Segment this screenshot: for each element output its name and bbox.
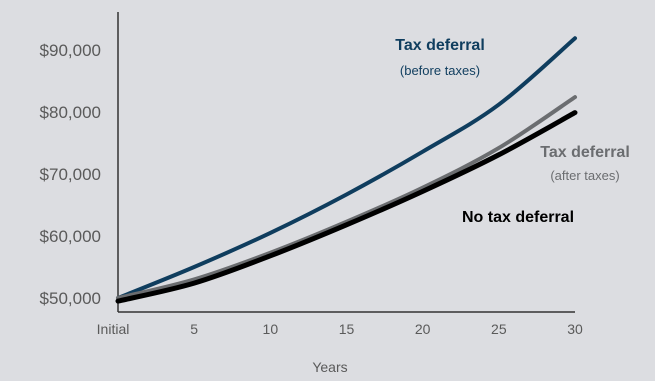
- tax-deferral-before-taxes-label-subtitle: (before taxes): [400, 63, 480, 78]
- x-tick-label: 20: [415, 321, 431, 337]
- x-axis-ticks: Initial 5 10 15 20 25 30: [97, 321, 583, 337]
- series-lines: [115, 36, 578, 304]
- y-axis-ticks: $50,000 $60,000 $70,000 $80,000 $90,000: [40, 41, 101, 308]
- tax-deferral-after-taxes-line: [116, 95, 577, 300]
- x-tick-label: 30: [567, 321, 583, 337]
- x-axis-title: Years: [312, 359, 347, 375]
- y-tick-label: $70,000: [40, 165, 101, 184]
- tax-deferral-after-taxes-label: Tax deferral: [540, 144, 630, 161]
- no-tax-deferral-label: No tax deferral: [462, 209, 574, 226]
- no-tax-deferral-line: [115, 110, 578, 304]
- y-tick-label: $90,000: [40, 41, 101, 60]
- y-tick-label: $60,000: [40, 227, 101, 246]
- y-tick-label: $50,000: [40, 289, 101, 308]
- tax-deferral-after-taxes-label-subtitle: (after taxes): [550, 168, 619, 183]
- y-tick-label: $80,000: [40, 103, 101, 122]
- x-tick-label: Initial: [97, 321, 130, 337]
- tax-deferral-before-taxes-label: Tax deferral: [395, 37, 485, 54]
- tax-deferral-before-taxes-line: [116, 36, 577, 300]
- x-tick-label: 5: [190, 321, 198, 337]
- series-labels: Tax deferral (before taxes) Tax deferral (a…: [395, 37, 630, 226]
- x-tick-label: 10: [263, 321, 279, 337]
- x-tick-label: 25: [491, 321, 507, 337]
- x-tick-label: 15: [339, 321, 355, 337]
